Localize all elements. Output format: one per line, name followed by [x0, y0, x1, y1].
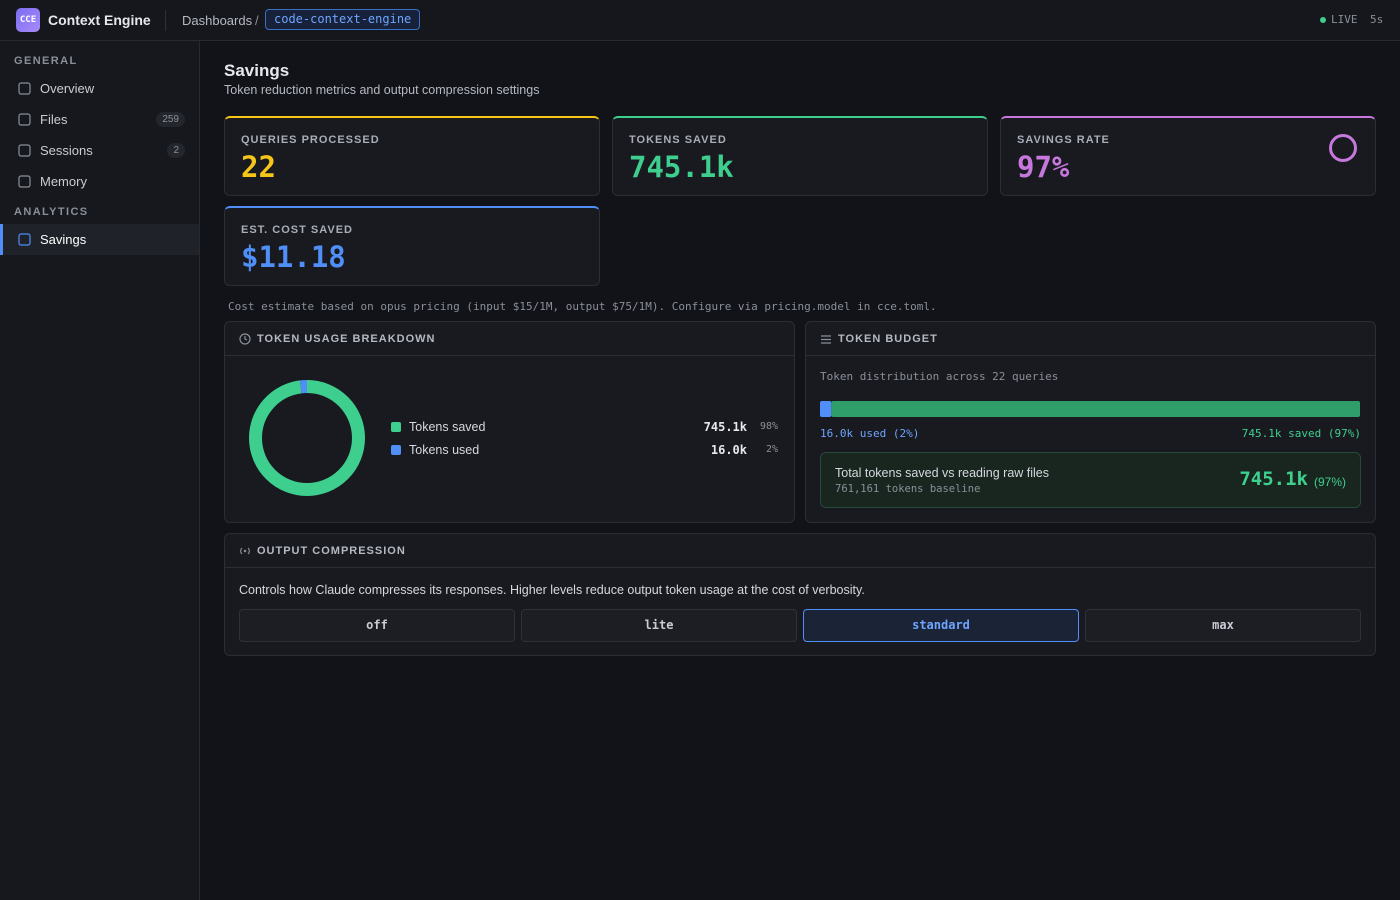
nav-item[interactable]: Sessions 2	[0, 135, 199, 166]
nav-label: Savings	[40, 232, 87, 247]
compression-option[interactable]: standard	[803, 609, 1079, 642]
donut	[249, 380, 365, 496]
panel-title: TOKEN USAGE BREAKDOWN	[257, 333, 436, 345]
compression-option[interactable]: max	[1085, 609, 1361, 642]
legend-swatch	[391, 445, 401, 455]
nav-label: Sessions	[40, 143, 93, 158]
live-dot	[1320, 17, 1326, 23]
stat-card: QUERIES PROCESSED 22	[224, 116, 600, 196]
stat-label: TOKENS SAVED	[629, 134, 727, 146]
list-icon	[821, 335, 831, 344]
sidebar: GENERAL Overview Files 259 Sessions 2 Memory AN…	[0, 41, 200, 900]
icon-shape	[18, 113, 31, 126]
nav-icon	[18, 175, 31, 188]
panel-header: TOKEN USAGE BREAKDOWN	[225, 322, 794, 356]
stat-label: SAVINGS RATE	[1017, 134, 1110, 146]
legend-value: 745.1k	[703, 420, 747, 434]
stat-card: TOKENS SAVED 745.1k	[612, 116, 988, 196]
breadcrumb-separator: /	[255, 13, 259, 28]
total-label: Total tokens saved vs reading raw files	[835, 466, 1049, 480]
legend-value: 16.0k	[710, 443, 747, 457]
stat-value: $11.18	[241, 240, 346, 274]
nav-item[interactable]: Files 259	[0, 104, 199, 135]
nav-icon	[18, 113, 31, 126]
app-title: Context Engine	[48, 12, 151, 28]
project-chip: code-context-engine	[265, 9, 421, 30]
nav-icon	[18, 144, 31, 157]
section-title: ANALYTICS	[14, 206, 89, 218]
budget-segment	[831, 401, 1360, 417]
live-status: LIVE	[1331, 13, 1358, 26]
page-subtitle: Token reduction metrics and output compr…	[224, 83, 540, 97]
panel-header: OUTPUT COMPRESSION	[225, 534, 1375, 568]
budget-bar	[820, 401, 1360, 417]
nav-icon	[18, 82, 31, 95]
panel-header: TOKEN BUDGET	[806, 322, 1375, 356]
saved-label: 745.1k saved (97%)	[1241, 427, 1361, 440]
divider	[165, 10, 166, 31]
stat-value: 97%	[1017, 150, 1070, 184]
legend-label: Tokens used	[409, 443, 480, 457]
nav-item[interactable]: Memory	[0, 166, 199, 197]
nav-label: Files	[40, 112, 68, 127]
rate-ring	[1329, 134, 1357, 162]
page-title: Savings	[224, 61, 290, 80]
legend-swatch	[391, 422, 401, 432]
stat-value: 22	[241, 150, 276, 184]
used-label: 16.0k used (2%)	[820, 427, 920, 440]
budget-segment	[820, 401, 832, 417]
compression-option[interactable]: lite	[521, 609, 797, 642]
nav-item[interactable]: Overview	[0, 73, 199, 104]
pricing-note: Cost estimate based on opus pricing (inp…	[228, 300, 937, 313]
budget-description: Token distribution across 22 queries	[820, 370, 1059, 383]
signal-icon	[240, 547, 250, 555]
icon-shape	[18, 233, 31, 246]
logo: CCE	[16, 8, 40, 32]
total-box: Total tokens saved vs reading raw files …	[820, 452, 1361, 508]
panel-title: OUTPUT COMPRESSION	[257, 545, 406, 557]
nav-item[interactable]: Savings	[0, 224, 199, 255]
clock-icon	[239, 333, 251, 345]
ring	[1329, 134, 1357, 162]
icon-shape	[18, 82, 31, 95]
refresh-interval: 5s	[1370, 13, 1384, 26]
section-title: GENERAL	[14, 55, 78, 67]
donut-segment	[249, 380, 365, 496]
legend-share: 2%	[765, 444, 778, 455]
nav-label: Memory	[40, 174, 87, 189]
nav-label: Overview	[40, 81, 95, 96]
nav-badge: 2	[167, 143, 185, 158]
compression-description: Controls how Claude compresses its respo…	[239, 583, 865, 597]
header: CCE Context Engine Dashboards / code-con…	[0, 0, 1400, 41]
active-indicator	[0, 224, 3, 255]
stat-label: QUERIES PROCESSED	[241, 134, 380, 146]
compression-option[interactable]: off	[239, 609, 515, 642]
stat-card: EST. COST SAVED $11.18	[224, 206, 600, 286]
breadcrumb[interactable]: Dashboards	[182, 13, 253, 28]
stat-label: EST. COST SAVED	[241, 224, 353, 236]
icon-shape	[18, 175, 31, 188]
donut-segment	[249, 380, 365, 496]
total-percent: (97%)	[1313, 475, 1346, 489]
legend-share: 98%	[759, 421, 778, 432]
legend-label: Tokens saved	[409, 420, 486, 434]
nav-badge: 259	[156, 112, 185, 127]
nav-icon	[18, 233, 31, 246]
baseline: 761,161 tokens baseline	[835, 483, 981, 495]
icon-shape	[18, 144, 31, 157]
panel-title: TOKEN BUDGET	[838, 333, 938, 345]
stat-card: SAVINGS RATE 97%	[1000, 116, 1376, 196]
budget-panel: TOKEN BUDGET Token distribution across 2…	[805, 321, 1376, 523]
stat-value: 745.1k	[629, 150, 734, 184]
breakdown-panel: TOKEN USAGE BREAKDOWN Tokens saved 745.1k…	[224, 321, 795, 523]
total-value: 745.1k	[1239, 468, 1308, 490]
